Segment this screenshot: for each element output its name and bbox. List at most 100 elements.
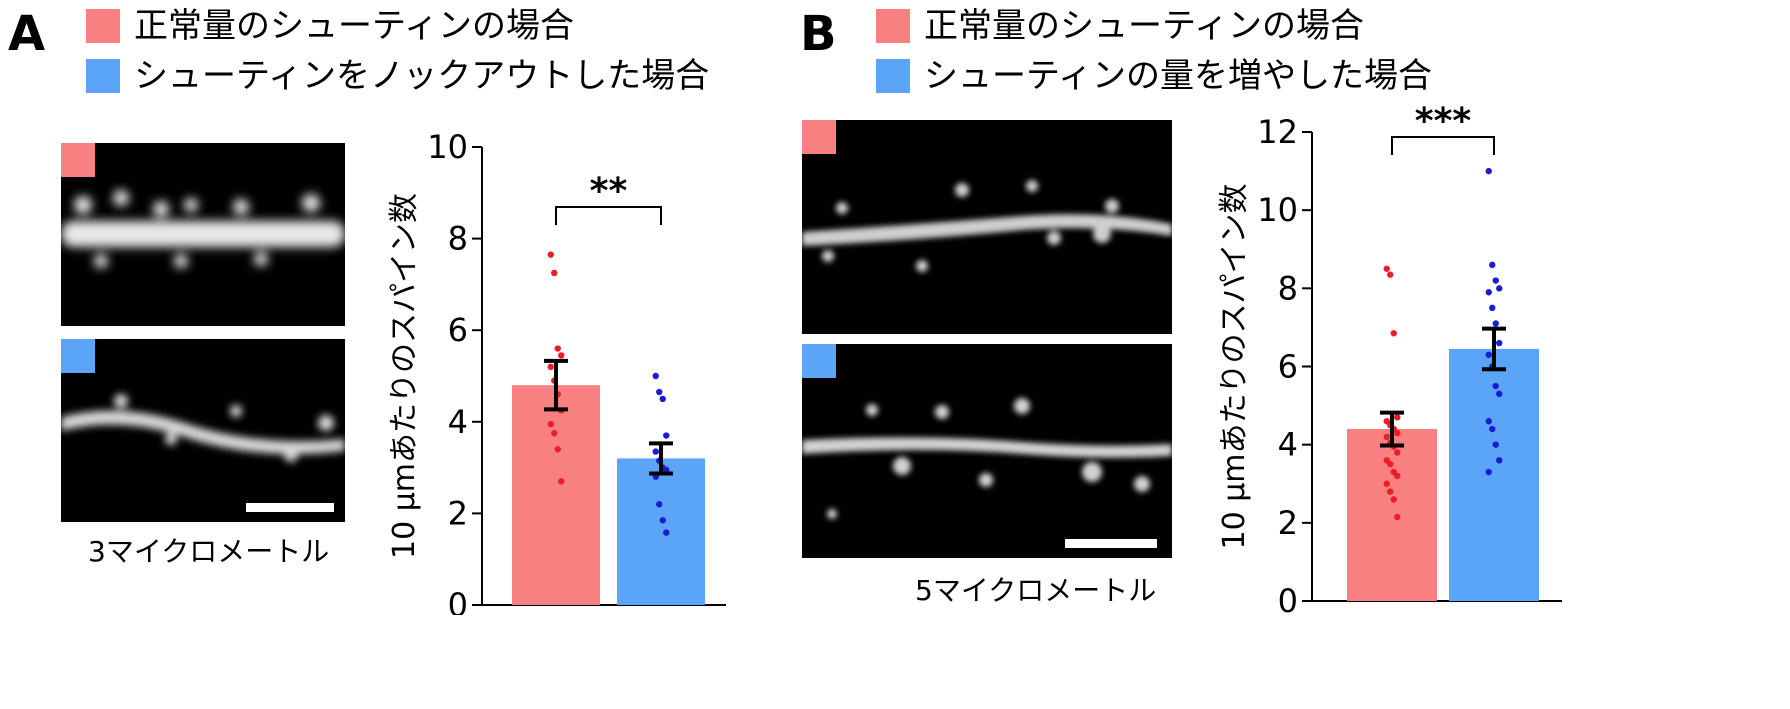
- condition-marker-normal: [61, 143, 95, 177]
- micrograph-a-knockout: [61, 339, 345, 522]
- bar-chart-b: 10 μmあたりのスパイン数 0 2 4 6 8 10 12 ***: [1217, 105, 1562, 615]
- data-point: [551, 269, 558, 277]
- y-axis-label: 10 μmあたりのスパイン数: [387, 193, 422, 559]
- y-tick-label: 4: [1278, 426, 1298, 464]
- significance-bracket: [1391, 136, 1495, 155]
- data-point: [659, 395, 666, 403]
- data-point: [1496, 339, 1503, 347]
- y-tick-label: 4: [448, 403, 468, 441]
- data-point: [1489, 425, 1496, 433]
- bar-a-1: [617, 458, 705, 605]
- y-tick-label: 0: [1278, 582, 1298, 615]
- bar-b-1: [1449, 348, 1539, 601]
- y-tick-label: 10: [427, 128, 468, 166]
- data-point: [659, 517, 666, 524]
- legend-label-knockout: シューティンをノックアウトした場合: [134, 56, 710, 96]
- y-tick-label: 8: [448, 220, 468, 258]
- data-point: [1390, 330, 1397, 337]
- data-point: [652, 448, 659, 455]
- legend-swatch-normal: [876, 9, 910, 43]
- micrograph-b-normal: [802, 120, 1172, 334]
- y-tick-label: 2: [1278, 504, 1298, 542]
- significance-label: ***: [1415, 105, 1472, 142]
- condition-marker-overexpression: [802, 344, 836, 378]
- legend-label-normal: 正常量のシューティンの場合: [924, 6, 1364, 46]
- legend-swatch-knockout: [86, 59, 120, 93]
- dendrite-image: [61, 394, 345, 462]
- panel-letter-b: B: [800, 6, 837, 62]
- data-point: [1383, 433, 1390, 441]
- data-point: [554, 345, 561, 352]
- data-point: [1492, 441, 1499, 448]
- bar-b-0: [1347, 429, 1437, 601]
- data-point: [1485, 418, 1492, 425]
- significance-bracket: [555, 206, 662, 225]
- data-point: [1383, 265, 1390, 272]
- panel-letter-a: A: [8, 6, 46, 62]
- legend-label-normal: 正常量のシューティンの場合: [134, 6, 574, 46]
- data-point: [1492, 382, 1499, 390]
- y-tick-label: 8: [1278, 269, 1298, 307]
- legend-item-normal-b: 正常量のシューティンの場合: [876, 6, 1364, 46]
- bar-chart-a: 10 μmあたりのスパイン数 0 2 4 6 8 10 **: [387, 128, 726, 615]
- legend-item-knockout: シューティンをノックアウトした場合: [86, 56, 709, 96]
- legend-swatch-normal: [86, 9, 120, 43]
- bar-a-0: [512, 385, 600, 605]
- data-point: [663, 529, 670, 536]
- scale-bar: [1065, 539, 1157, 548]
- legend-item-normal-a: 正常量のシューティンの場合: [86, 6, 574, 46]
- significance-label: **: [590, 171, 628, 212]
- data-point: [1496, 390, 1503, 398]
- data-point: [1492, 320, 1499, 327]
- data-point: [547, 363, 554, 371]
- data-point: [1492, 277, 1499, 284]
- data-point: [1489, 261, 1496, 269]
- data-point: [1485, 289, 1492, 296]
- y-axis-label: 10 μmあたりのスパイン数: [1217, 183, 1252, 549]
- data-point: [1387, 271, 1394, 278]
- data-point: [1394, 414, 1401, 421]
- data-point: [1390, 496, 1397, 503]
- dendrite-image: [61, 190, 345, 268]
- legend-swatch-overexpression: [876, 59, 910, 93]
- data-point: [1387, 461, 1394, 468]
- data-point: [547, 251, 554, 258]
- data-point: [1496, 285, 1503, 292]
- data-point: [1485, 167, 1492, 175]
- scale-bar: [246, 503, 334, 512]
- data-point: [551, 430, 558, 437]
- data-point: [656, 388, 663, 396]
- data-point: [663, 432, 670, 439]
- scale-bar-label-b: 5マイクロメートル: [915, 574, 1157, 607]
- data-point: [558, 478, 565, 485]
- data-point: [1489, 304, 1496, 312]
- data-point: [656, 501, 663, 508]
- data-point: [554, 446, 561, 453]
- condition-marker-normal: [802, 120, 836, 154]
- y-tick-label: 6: [448, 311, 468, 349]
- data-point: [1485, 468, 1492, 476]
- scale-bar-label-a: 3マイクロメートル: [88, 535, 330, 568]
- data-point: [1394, 472, 1401, 480]
- condition-marker-knockout: [61, 339, 95, 373]
- dendrite-image: [802, 398, 1172, 519]
- data-point: [663, 466, 670, 474]
- data-point: [1394, 513, 1401, 521]
- legend-item-overexpression: シューティンの量を増やした場合: [876, 56, 1432, 96]
- y-tick-label: 2: [448, 494, 468, 532]
- data-point: [652, 372, 659, 380]
- data-point: [1496, 457, 1503, 464]
- data-point: [1394, 429, 1401, 437]
- y-tick-label: 12: [1257, 113, 1298, 151]
- y-tick-label: 6: [1278, 348, 1298, 386]
- micrograph-b-overexpression: [802, 344, 1172, 558]
- data-point: [1485, 351, 1492, 358]
- data-point: [1394, 449, 1401, 456]
- legend-label-overexpression: シューティンの量を増やした場合: [924, 56, 1432, 96]
- micrograph-a-normal: [61, 143, 345, 326]
- y-tick-label: 10: [1257, 191, 1298, 229]
- dendrite-image: [802, 180, 1172, 272]
- data-point: [547, 420, 554, 428]
- y-tick-label: 0: [448, 586, 468, 615]
- data-point: [1387, 488, 1394, 495]
